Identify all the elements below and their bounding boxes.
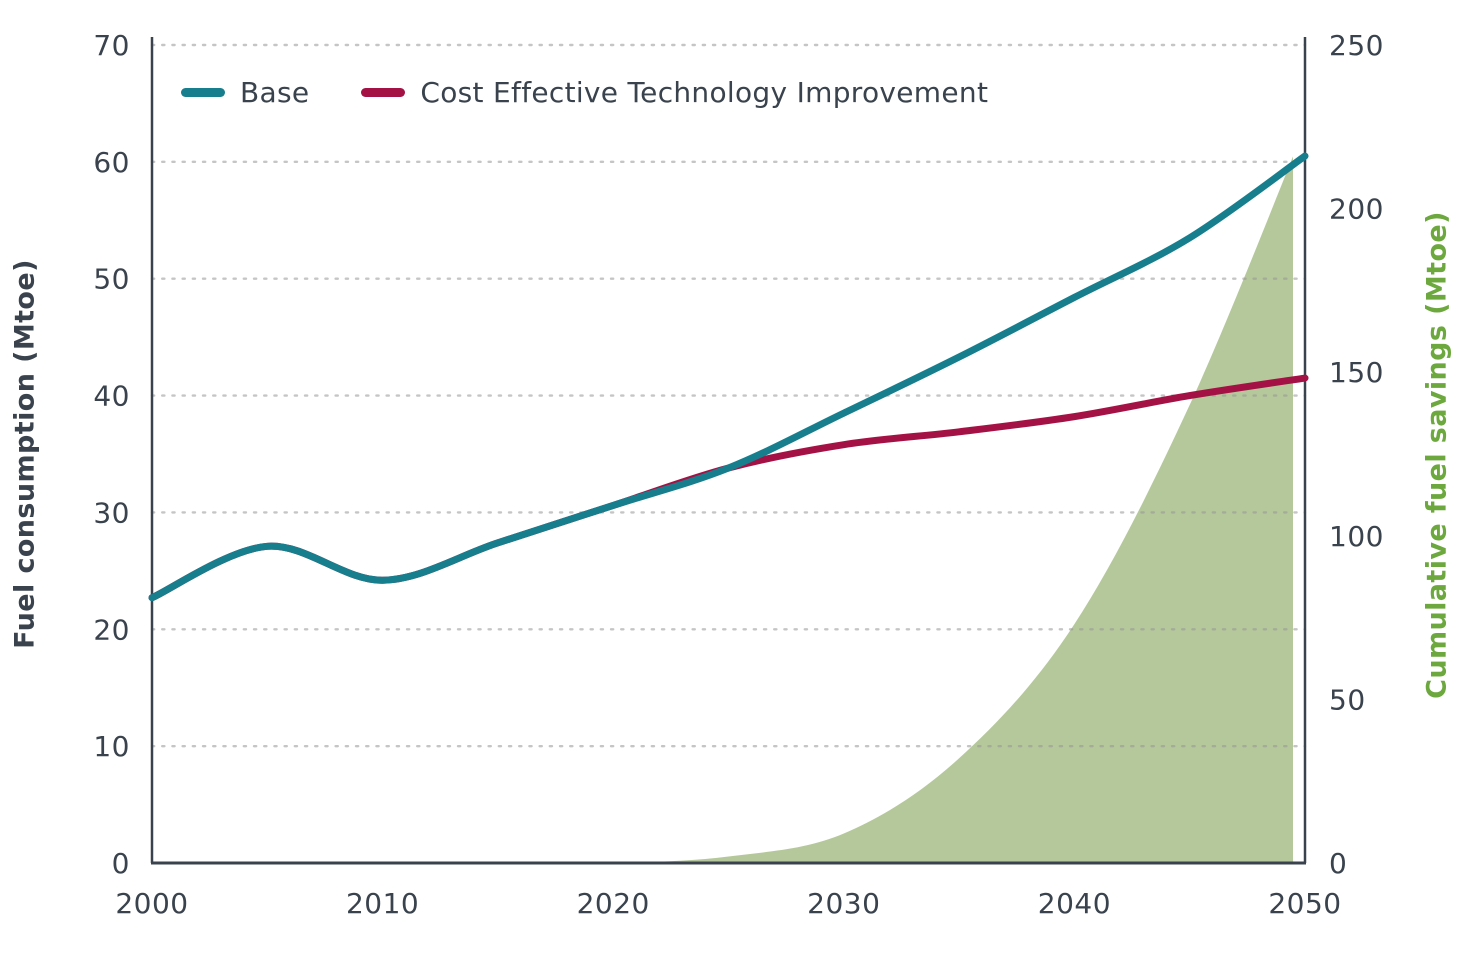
left-axis-title: Fuel consumption (Mtoe) <box>9 259 41 649</box>
left-tick-label-40: 40 <box>93 380 130 413</box>
right-tick-label-250: 250 <box>1329 29 1384 62</box>
legend-label-base: Base <box>240 76 310 109</box>
x-tick-label-2010: 2010 <box>346 887 419 920</box>
right-tick-label-50: 50 <box>1329 683 1366 716</box>
x-tick-label-2030: 2030 <box>807 887 880 920</box>
legend: Base Cost Effective Technology Improveme… <box>181 76 988 109</box>
x-tick-label-2040: 2040 <box>1038 887 1111 920</box>
x-tick-label-2000: 2000 <box>115 887 188 920</box>
left-tick-label-10: 10 <box>93 730 130 763</box>
series-line-base <box>148 152 1309 602</box>
legend-item-base: Base <box>181 76 309 109</box>
x-tick-label-2050: 2050 <box>1268 887 1341 920</box>
right-tick-label-0: 0 <box>1329 847 1347 880</box>
legend-label-cost-effective: Cost Effective Technology Improvement <box>420 76 989 109</box>
left-tick-label-60: 60 <box>93 146 130 179</box>
legend-item-cost-effective: Cost Effective Technology Improvement <box>361 76 988 109</box>
x-tick-label-2020: 2020 <box>577 887 650 920</box>
right-tick-label-200: 200 <box>1329 193 1384 226</box>
right-axis-title: Cumulative fuel savings (Mtoe) <box>1421 211 1453 699</box>
legend-swatch-base <box>181 88 225 97</box>
savings-area <box>152 156 1293 864</box>
left-tick-label-70: 70 <box>93 29 130 62</box>
right-tick-label-100: 100 <box>1329 520 1384 553</box>
legend-swatch-cost-effective <box>361 88 406 97</box>
left-tick-label-0: 0 <box>112 847 130 880</box>
left-tick-label-30: 30 <box>93 496 130 529</box>
right-tick-label-150: 150 <box>1329 356 1384 389</box>
left-tick-label-50: 50 <box>93 263 130 296</box>
left-tick-label-20: 20 <box>93 613 130 646</box>
